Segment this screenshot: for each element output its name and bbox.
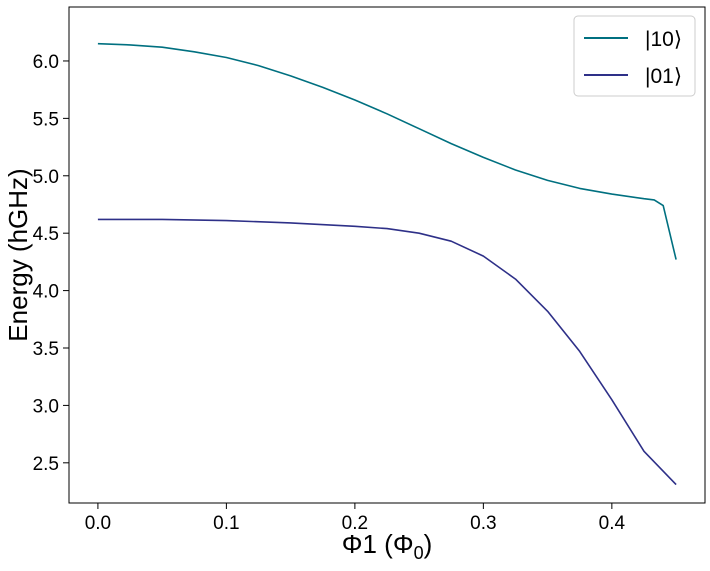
x-tick-label: 0.0 (85, 513, 111, 534)
series-line-10 (97, 42, 677, 260)
x-tick-label: 0.2 (342, 513, 368, 534)
y-tick-label: 6.0 (33, 52, 59, 73)
legend-label-01: |01⟩ (645, 65, 682, 88)
x-tick-label: 0.3 (470, 513, 496, 534)
x-tick-label: 0.1 (213, 513, 239, 534)
y-axis-label: Energy (hGHz) (3, 168, 33, 341)
legend-label-10: |10⟩ (645, 28, 682, 51)
y-tick-label: 4.5 (33, 224, 59, 245)
y-tick-label: 3.0 (33, 396, 59, 417)
y-ticks: 2.5 3.0 3.5 4.0 4.5 5.0 5.5 6.0 (33, 52, 69, 475)
x-tick-label: 0.4 (599, 513, 626, 534)
y-tick-label: 5.0 (33, 167, 59, 188)
y-tick-label: 2.5 (33, 454, 59, 475)
y-tick-label: 4.0 (33, 282, 59, 303)
plot-lines (97, 42, 677, 486)
series-line-01 (97, 218, 677, 486)
x-axis-label: Φ1 (Φ0) (342, 529, 433, 563)
y-tick-label: 5.5 (33, 109, 59, 130)
x-ticks: 0.0 0.1 0.2 0.3 0.4 (85, 503, 626, 534)
plot-frame (68, 6, 706, 504)
legend: |10⟩ |01⟩ (573, 15, 696, 97)
y-tick-label: 3.5 (33, 339, 59, 360)
